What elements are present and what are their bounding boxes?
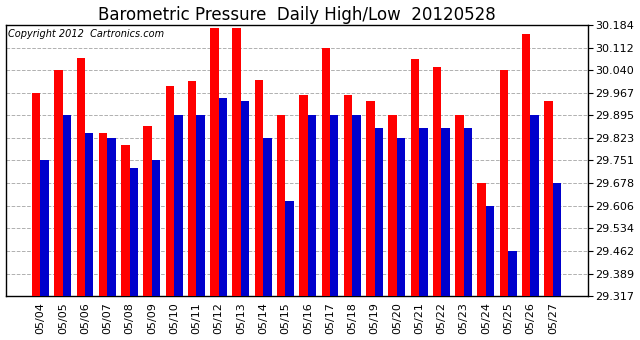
Bar	[196, 116, 205, 296]
Bar	[255, 80, 263, 296]
Bar	[121, 145, 129, 296]
Bar	[419, 128, 428, 296]
Bar	[263, 138, 271, 296]
Text: Copyright 2012  Cartronics.com: Copyright 2012 Cartronics.com	[8, 29, 164, 39]
Bar	[522, 34, 531, 296]
Bar	[500, 70, 508, 296]
Bar	[463, 128, 472, 296]
Bar	[188, 81, 196, 296]
Bar	[352, 116, 361, 296]
Bar	[129, 168, 138, 296]
Bar	[174, 116, 182, 296]
Bar	[219, 98, 227, 296]
Bar	[455, 116, 463, 296]
Bar	[63, 116, 71, 296]
Bar	[277, 116, 285, 296]
Bar	[411, 59, 419, 296]
Bar	[143, 126, 152, 296]
Bar	[108, 138, 116, 296]
Bar	[232, 28, 241, 296]
Bar	[397, 138, 405, 296]
Bar	[32, 93, 40, 296]
Bar	[308, 116, 316, 296]
Bar	[508, 251, 516, 296]
Bar	[544, 101, 553, 296]
Bar	[300, 95, 308, 296]
Bar	[486, 206, 495, 296]
Bar	[433, 67, 442, 296]
Bar	[85, 133, 93, 296]
Bar	[241, 101, 250, 296]
Bar	[285, 201, 294, 296]
Bar	[388, 116, 397, 296]
Bar	[330, 116, 339, 296]
Bar	[152, 160, 160, 296]
Bar	[77, 58, 85, 296]
Bar	[166, 86, 174, 296]
Bar	[210, 28, 219, 296]
Bar	[531, 116, 539, 296]
Bar	[366, 101, 374, 296]
Bar	[477, 183, 486, 296]
Bar	[374, 128, 383, 296]
Title: Barometric Pressure  Daily High/Low  20120528: Barometric Pressure Daily High/Low 20120…	[98, 5, 495, 23]
Bar	[344, 95, 352, 296]
Bar	[321, 48, 330, 296]
Bar	[54, 70, 63, 296]
Bar	[553, 183, 561, 296]
Bar	[442, 128, 450, 296]
Bar	[99, 133, 108, 296]
Bar	[40, 160, 49, 296]
